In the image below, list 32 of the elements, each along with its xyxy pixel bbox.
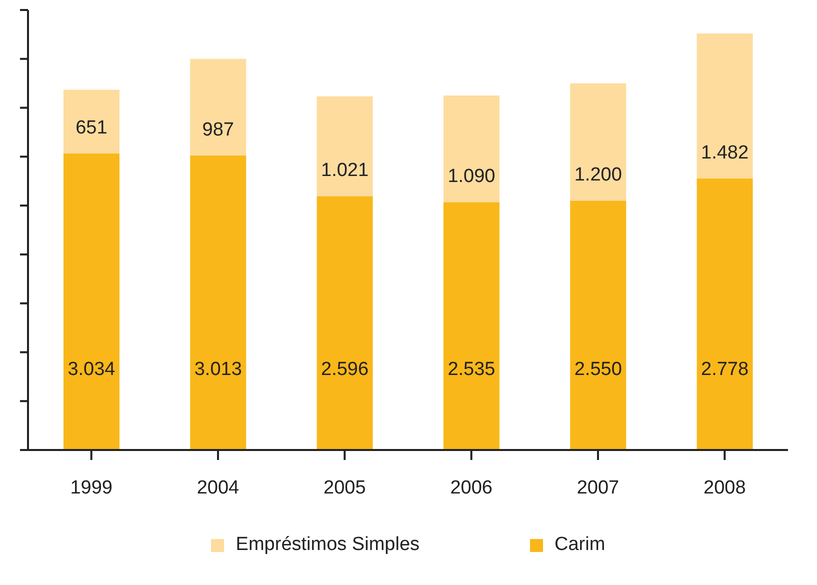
data-label: 651: [76, 117, 108, 138]
x-tick-label: 2004: [196, 477, 240, 498]
data-label: 2.778: [701, 359, 749, 380]
bar: [443, 202, 500, 450]
data-label: 3.034: [68, 359, 116, 380]
bar: [190, 155, 246, 450]
data-label: 1.021: [321, 160, 369, 182]
data-label: 987: [202, 119, 234, 140]
bar: [316, 96, 373, 196]
data-label: 2.596: [321, 359, 369, 380]
x-tick-label: 2008: [704, 477, 746, 498]
bar: [443, 96, 500, 202]
bar: [696, 178, 753, 450]
data-label: 1.482: [701, 142, 749, 164]
x-tick-label: 2006: [450, 477, 492, 498]
data-label: 2.535: [448, 359, 496, 380]
bar: [190, 58, 246, 156]
bar: [570, 83, 626, 201]
legend-label: Empréstimos Simples: [236, 534, 420, 556]
bar: [570, 200, 626, 450]
data-label: 1.200: [574, 164, 622, 186]
data-label: 1.090: [448, 166, 496, 188]
bar: [696, 33, 753, 178]
bar: [63, 90, 120, 154]
bar: [63, 153, 120, 450]
data-label: 3.013: [194, 359, 242, 380]
legend-label: Carim: [554, 534, 606, 556]
x-tick-label: 1999: [70, 477, 112, 498]
x-tick-label: 2007: [576, 477, 620, 498]
x-tick-label: 2005: [324, 477, 366, 498]
data-label: 2.550: [574, 359, 622, 380]
bar: [316, 196, 373, 450]
